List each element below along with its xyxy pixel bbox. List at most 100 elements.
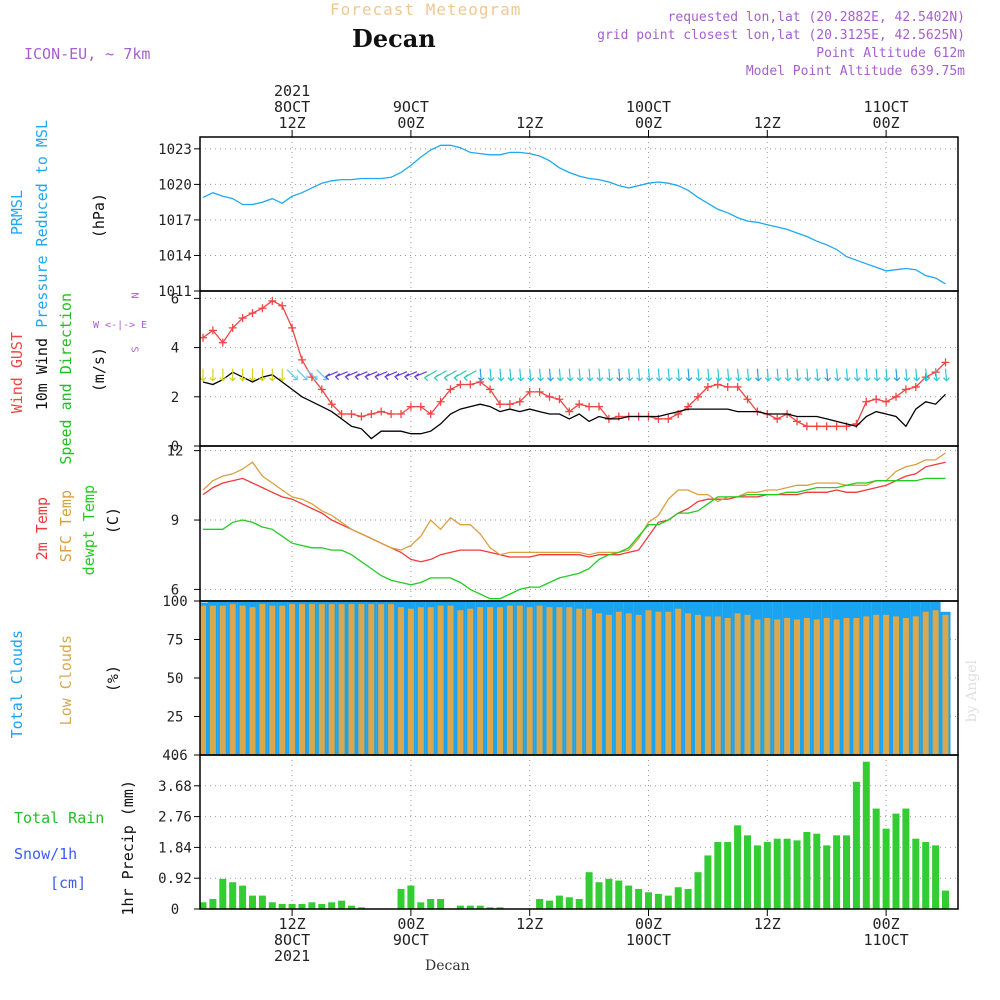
wind-direction-arrow <box>834 368 842 382</box>
low-clouds-bar <box>605 614 612 755</box>
precip-bar <box>942 890 949 909</box>
wind-gust-marker <box>515 397 524 406</box>
low-clouds-bar <box>615 611 622 755</box>
wind-direction-arrow <box>527 368 535 382</box>
precip-bar <box>744 835 751 909</box>
bottom-x-tick-label: 8OCT <box>274 931 310 949</box>
wind-direction-arrow <box>725 368 733 382</box>
wind-direction-arrow <box>883 368 891 382</box>
label-total-rain: Total Rain <box>14 809 105 827</box>
wind-direction-arrow <box>576 368 584 382</box>
label-snow: Snow/1h <box>14 845 78 863</box>
top-x-tick-label: 00Z <box>397 114 424 132</box>
precip-bar <box>357 907 365 909</box>
wind-gust-marker <box>901 385 910 394</box>
wind-direction-arrow <box>258 368 266 382</box>
low-clouds-bar <box>328 604 335 755</box>
precip-bar <box>872 808 880 909</box>
label-snow-cm: [cm] <box>50 874 87 892</box>
low-clouds-bar <box>942 614 949 755</box>
precip-bar <box>249 895 256 909</box>
precip-bar <box>763 842 771 909</box>
wind-direction-arrow <box>507 368 515 382</box>
bottom-x-tick-label: 9OCT <box>393 931 429 949</box>
bottom-x-tick-label: 2021 <box>274 947 310 965</box>
precip-bar <box>813 833 821 909</box>
wind-direction-arrow <box>487 368 495 382</box>
wind-gust-marker <box>565 407 574 416</box>
wind-direction-arrow <box>685 368 693 382</box>
wind-direction-arrow <box>933 368 941 382</box>
precip-bar <box>694 872 702 909</box>
low-clouds-bar <box>407 608 414 755</box>
low-clouds-bar <box>863 616 870 755</box>
low-clouds-bar <box>437 605 444 755</box>
precip-bar <box>288 903 296 909</box>
low-clouds-bar <box>645 610 652 755</box>
wind-direction-arrow <box>354 371 368 381</box>
wind-gust-marker <box>713 380 722 389</box>
wind-gust-marker <box>793 417 801 426</box>
wind-direction-arrow <box>863 368 871 382</box>
precip-bar <box>585 872 593 909</box>
precip-bar <box>268 902 276 909</box>
top-x-tick-label: 9OCT <box>393 98 429 116</box>
low-clouds-bar <box>704 616 711 755</box>
wind-gust-marker <box>525 387 534 396</box>
wind-direction-arrow <box>814 368 822 382</box>
point-altitude: Point Altitude 612m <box>816 46 965 61</box>
wind-gust-marker <box>703 382 712 391</box>
wind-direction-arrow <box>556 368 564 382</box>
wind-gust-marker <box>892 392 900 401</box>
low-clouds-bar <box>477 607 484 755</box>
wind-gust-marker <box>585 402 594 411</box>
precip-bar <box>496 907 504 909</box>
low-clouds-bar <box>506 605 513 755</box>
low-clouds-bar <box>576 608 583 755</box>
model-label: ICON-EU, ~ 7km <box>24 45 151 63</box>
wind-direction-arrow <box>626 368 634 382</box>
temp-dew-line <box>203 477 946 600</box>
wind-direction-arrow <box>433 370 447 382</box>
low-clouds-bar <box>467 608 474 755</box>
wind-direction-arrow <box>316 369 328 381</box>
wind-direction-arrow <box>403 371 418 381</box>
wind-gust-marker <box>248 309 257 318</box>
low-clouds-bar <box>744 614 751 755</box>
wind-direction-arrow <box>705 368 713 382</box>
wind-direction-arrow <box>517 368 525 382</box>
low-clouds-bar <box>259 604 266 755</box>
wind-gust-marker <box>397 410 405 419</box>
precip-bar <box>635 888 643 909</box>
top-x-tick-label: 11OCT <box>864 98 909 116</box>
wind-gust-marker <box>535 387 544 396</box>
wind-gust-marker <box>812 422 821 431</box>
wind-y-tick-label: 4 <box>171 341 179 357</box>
bottom-x-tick-label: 12Z <box>516 915 543 933</box>
low-clouds-bar <box>219 605 226 755</box>
bottom-x-tick-label: 10OCT <box>626 931 671 949</box>
wind-gust-marker <box>317 385 326 394</box>
precip-y-tick-label: 2.76 <box>158 810 192 826</box>
precip-bar <box>843 835 850 909</box>
precip-bar <box>219 878 227 909</box>
wind-gust-marker <box>694 392 702 401</box>
precip-plot-area <box>200 755 958 909</box>
precip-bar <box>417 902 425 909</box>
low-clouds-bar <box>734 613 741 755</box>
wind-direction-arrow <box>394 371 408 381</box>
wind-direction-arrow <box>384 371 398 381</box>
wind-y-tick-label: 0 <box>171 439 179 455</box>
low-clouds-bar <box>556 607 563 755</box>
pressure-y-tick-label: 1023 <box>158 142 192 158</box>
precip-bar <box>595 882 603 909</box>
precip-bar <box>833 835 841 909</box>
wind-y-tick-label: 6 <box>171 291 179 307</box>
wind-direction-arrow <box>296 369 308 381</box>
low-clouds-bar <box>348 604 355 755</box>
wind-direction-arrow <box>903 368 911 382</box>
wind-gust-marker <box>733 382 742 391</box>
pressure-y-tick-label: 1017 <box>158 213 192 229</box>
wind-direction-arrow <box>715 368 723 382</box>
wind-gust-marker <box>426 410 435 419</box>
